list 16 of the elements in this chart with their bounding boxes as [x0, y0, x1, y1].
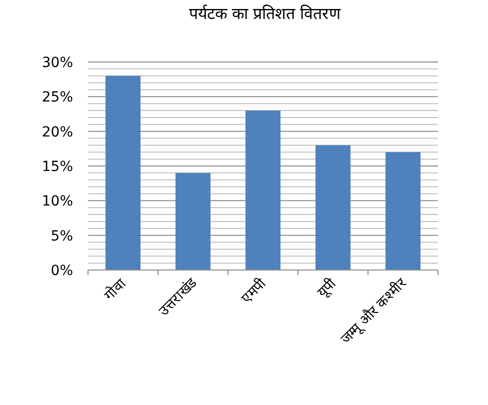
y-tick-label: 25%: [42, 90, 73, 106]
bar: [106, 76, 140, 270]
y-tick-label: 15%: [42, 159, 73, 175]
chart-title: पर्यटक का प्रतिशत वितरण: [188, 4, 342, 23]
y-tick-label: 0%: [50, 263, 73, 279]
x-tick-label: एमपी: [238, 274, 270, 307]
bar: [316, 145, 350, 270]
y-tick-label: 30%: [42, 55, 73, 71]
bar: [246, 110, 280, 270]
bar: [386, 152, 420, 270]
y-tick-label: 10%: [42, 194, 73, 210]
y-tick-label: 20%: [42, 124, 73, 140]
y-tick-label: 5%: [50, 228, 73, 244]
x-tick-label: यूपी: [314, 274, 340, 301]
x-tick-label: गोवा: [100, 274, 130, 304]
bar: [176, 172, 210, 270]
